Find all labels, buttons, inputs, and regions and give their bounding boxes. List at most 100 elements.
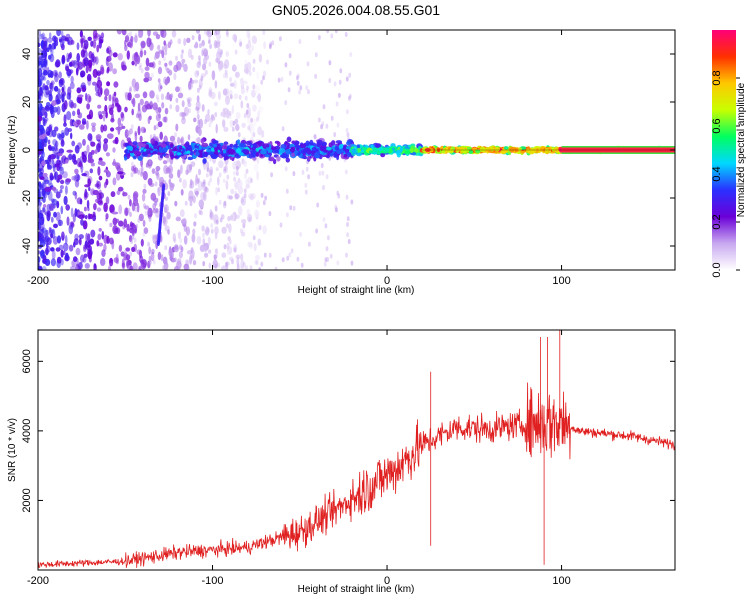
spectrogram-blob [260, 149, 267, 155]
spectrogram-speckle [157, 121, 163, 128]
spectrogram-speckle [144, 66, 150, 71]
spectrogram-speckle [131, 108, 134, 116]
spectrogram-speckle [241, 160, 248, 165]
spectrogram-speckle [94, 56, 99, 65]
spectrogram-blob [115, 126, 123, 131]
spectrogram-blob [212, 143, 218, 148]
spectrogram-speckle [137, 169, 141, 175]
spectrogram-speckle [166, 157, 170, 163]
spectrogram-speckle [72, 59, 78, 69]
spectrogram-speckle [225, 51, 230, 57]
spectrogram-speckle [163, 32, 167, 38]
spectrogram-speckle [346, 222, 349, 227]
spectrogram-speckle [60, 30, 64, 37]
spectrogram-speckle [350, 260, 354, 266]
spectrogram-speckle [255, 225, 260, 232]
spectrogram-blob [276, 141, 281, 147]
spectrogram-speckle [106, 235, 110, 244]
spectrogram-speckle [79, 30, 83, 38]
spectrogram-speckle [193, 79, 199, 84]
spectrogram-speckle [307, 174, 310, 180]
snr-xtick-label: 0 [384, 575, 390, 587]
spectrogram-speckle [200, 210, 204, 216]
spectrogram-speckle [196, 95, 200, 103]
spectrogram-speckle [105, 178, 109, 186]
spectrogram-speckle [54, 172, 57, 181]
snr-panel: -200 -100 0 100 2000 4000 6000 Height of strai… [7, 329, 676, 595]
spectrogram-speckle [322, 185, 325, 191]
spectrogram-speckle [102, 142, 108, 152]
spectrogram-speckle [140, 238, 144, 247]
spectrogram-speckle [256, 116, 259, 122]
spectrogram-speckle [201, 40, 205, 46]
spectrogram-blob [201, 142, 209, 148]
spectrogram-speckle [202, 232, 205, 238]
spectrogram-speckle [167, 164, 173, 174]
spectrogram-speckle [60, 39, 64, 49]
spectrogram-speckle [162, 216, 166, 224]
spectrogram-speckle [163, 165, 169, 175]
spectrogram-speckle [256, 156, 260, 165]
spectrogram-speckle [70, 39, 75, 45]
spectrogram-speckle [117, 186, 124, 192]
spectrogram-speckle [220, 112, 224, 117]
spectrogram-speckle [48, 32, 52, 39]
spectrogram-speckle [145, 57, 150, 67]
spectrogram-speckle [81, 118, 87, 125]
spectrogram-speckle [279, 222, 283, 228]
spectrogram-speckle [262, 30, 266, 36]
spectrogram-speckle [218, 91, 221, 101]
spectrogram-speckle [43, 69, 48, 76]
spectrogram-speckle [106, 68, 109, 74]
spectrogram-speckle [243, 67, 249, 74]
spectrogram-speckle [51, 159, 55, 165]
spectrogram-speckle [333, 132, 337, 138]
spectrogram-blob [380, 152, 386, 158]
spectrogram-speckle [338, 79, 342, 85]
spectrogram-speckle [181, 58, 186, 64]
spectrogram-speckle [258, 106, 264, 113]
spectrogram-speckle [209, 169, 213, 177]
spectrogram-speckle [248, 216, 252, 222]
spectrogram-blob [152, 151, 157, 155]
spectrogram-speckle [86, 144, 90, 154]
spectrogram-speckle [288, 53, 292, 59]
spectrogram-speckle [177, 136, 181, 145]
spectrogram-speckle [41, 151, 45, 159]
spectrogram-speckle [120, 251, 125, 257]
spectrogram-speckle [196, 61, 201, 69]
spectrogram-speckle [170, 182, 173, 187]
spectrogram-speckle [131, 161, 134, 167]
spectrogram-speckle [257, 238, 262, 246]
spectrogram-speckle [162, 265, 166, 270]
spectrogram-speckle [224, 164, 228, 174]
spectrogram-speckle [161, 102, 165, 109]
spectrogram-speckle [41, 182, 45, 189]
spectrogram-speckle [228, 195, 233, 200]
spectrogram-blob [331, 140, 336, 146]
spectrogram-speckle [103, 202, 108, 213]
spectrogram-blob [181, 147, 185, 153]
spectrogram-speckle [175, 123, 179, 132]
spectrogram-blob [544, 147, 549, 154]
snr-xlabel: Height of straight line (km) [298, 584, 415, 595]
spectrogram-speckle [214, 80, 218, 89]
spectrogram-speckle [85, 232, 89, 242]
spectrogram-speckle [148, 217, 152, 222]
spectrogram-speckle [38, 266, 41, 270]
spectrogram-speckle [127, 262, 132, 270]
spectrogram-speckle [127, 194, 131, 200]
spectrogram-xlabel: Height of straight line (km) [298, 285, 415, 296]
spectrogram-speckle [266, 59, 269, 65]
spectrogram-blob [299, 143, 307, 149]
spectrogram-speckle [48, 93, 53, 102]
spectrogram-blob [414, 148, 419, 153]
spectrogram-speckle [161, 49, 165, 59]
spectrogram-speckle [186, 266, 190, 270]
spectrogram-speckle [92, 68, 98, 78]
spectrogram-speckle [101, 249, 106, 257]
spectrogram-speckle [54, 71, 58, 78]
spectrogram-speckle [164, 204, 169, 214]
spectrogram-speckle [201, 39, 206, 47]
spectrogram-blob [335, 140, 342, 144]
